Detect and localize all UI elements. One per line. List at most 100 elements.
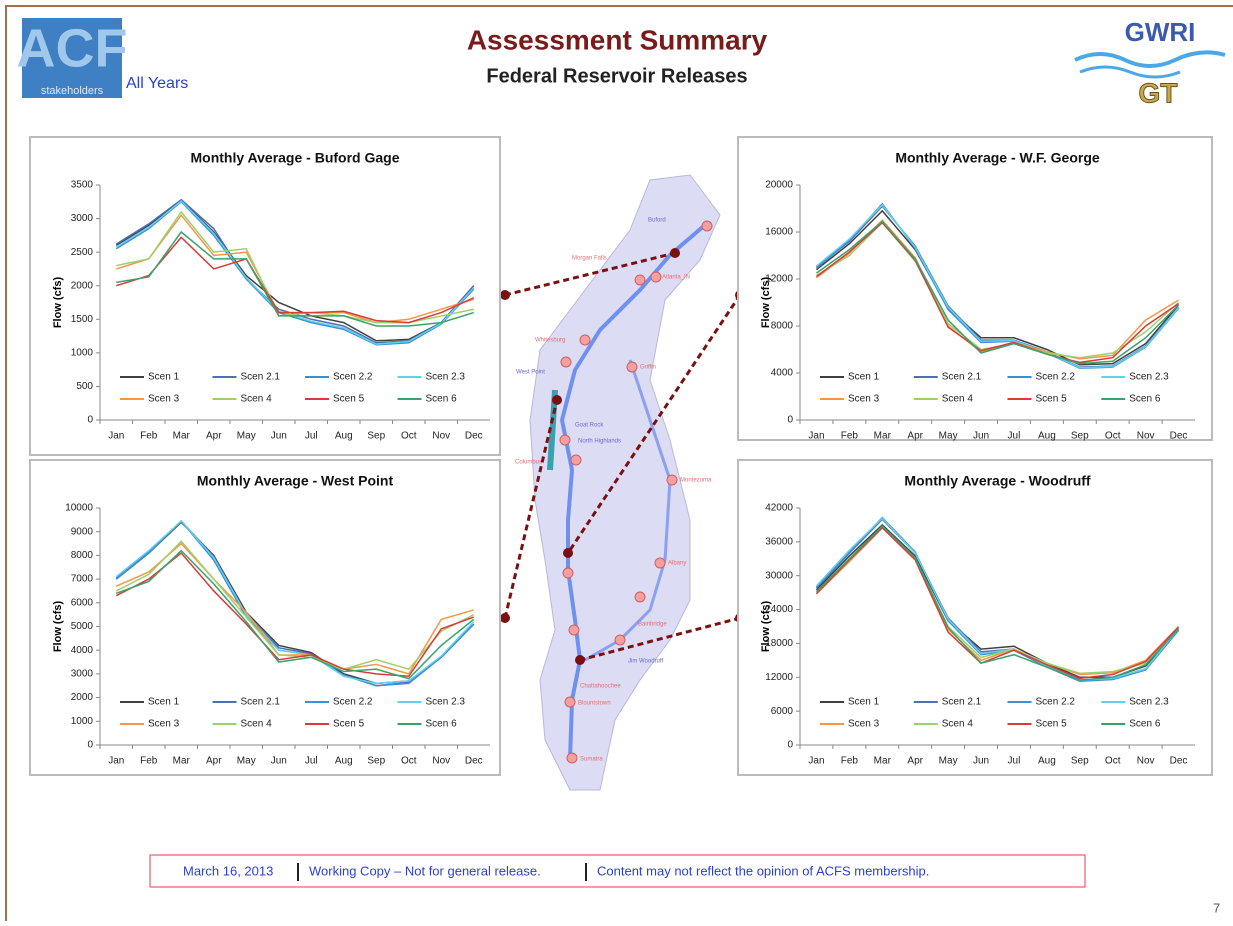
legend-label: Scen 4	[241, 394, 273, 405]
legend-label: Scen 3	[848, 394, 880, 405]
title: Assessment Summary	[467, 24, 768, 55]
legend-label: Scen 6	[1129, 719, 1161, 730]
connector	[504, 251, 676, 297]
map-label: Montezuma	[680, 478, 712, 484]
legend-label: Scen 2.1	[241, 372, 281, 383]
legend-label: Scen 6	[1129, 394, 1161, 405]
map-label: Columbus	[515, 460, 542, 466]
legend-label: Scen 2.3	[426, 372, 466, 383]
acf-logo	[22, 18, 122, 98]
x-tick-label: Dec	[465, 431, 483, 442]
chart-title: Monthly Average - W.F. George	[895, 150, 1100, 166]
x-tick-label: Sep	[1071, 431, 1089, 442]
acf-logo-sub: stakeholders	[41, 85, 104, 97]
legend-label: Scen 2.1	[942, 697, 982, 708]
separator	[585, 863, 587, 881]
subtitle: Federal Reservoir Releases	[486, 65, 747, 87]
y-tick-label: 30000	[765, 570, 793, 581]
gage	[650, 271, 662, 283]
map-label: Griffin	[640, 365, 656, 371]
legend-label: Scen 1	[148, 372, 180, 383]
legend-bg	[1005, 370, 1096, 384]
connector-dot	[563, 548, 573, 558]
legend-bg	[818, 717, 908, 731]
x-tick-label: Oct	[1105, 756, 1121, 767]
gt-logo: GT	[1139, 77, 1178, 108]
y-axis-label: Flow (cfs)	[760, 277, 772, 329]
y-tick-label: 36000	[765, 536, 793, 547]
legend-label: Scen 2.2	[1036, 697, 1076, 708]
x-tick-label: Jun	[973, 431, 989, 442]
legend-label: Scen 1	[848, 697, 880, 708]
legend-bg	[818, 370, 908, 384]
x-tick-label: Apr	[206, 431, 222, 442]
x-tick-label: Sep	[1071, 756, 1089, 767]
x-tick-label: Aug	[335, 756, 353, 767]
footer-disclaimer: Content may not reflect the opinion of A…	[597, 863, 929, 878]
x-tick-label: Jul	[1008, 431, 1021, 442]
legend-bg	[210, 717, 299, 731]
x-tick-label: Apr	[907, 431, 923, 442]
y-tick-label: 3000	[71, 213, 94, 224]
frame	[5, 5, 1233, 921]
gage	[626, 361, 638, 373]
y-tick-label: 9000	[71, 526, 94, 537]
legend-label: Scen 4	[942, 394, 974, 405]
y-tick-label: 500	[76, 381, 93, 392]
legend-label: Scen 2.2	[333, 372, 373, 383]
legend-bg	[303, 370, 392, 384]
legend-bg	[210, 370, 299, 384]
gage	[579, 334, 591, 346]
legend-label: Scen 2.1	[942, 372, 982, 383]
legend-bg	[395, 695, 484, 709]
x-tick-label: May	[237, 756, 256, 767]
legend-label: Scen 1	[848, 372, 880, 383]
gage	[654, 557, 666, 569]
legend-bg	[395, 392, 484, 406]
x-tick-label: Aug	[335, 431, 353, 442]
y-tick-label: 12000	[765, 672, 793, 683]
map-label: Sumatra	[580, 757, 603, 763]
gage	[559, 434, 571, 446]
x-tick-label: Jun	[271, 756, 287, 767]
x-tick-label: Jan	[108, 431, 124, 442]
x-tick-label: Nov	[432, 756, 450, 767]
footer-date: March 16, 2013	[183, 863, 273, 878]
gage	[564, 696, 576, 708]
map-label: Chattahoochee	[580, 684, 621, 690]
scope-label: All Years	[126, 75, 188, 92]
legend-bg	[395, 717, 484, 731]
legend-label: Scen 1	[148, 697, 180, 708]
x-tick-label: Jan	[808, 756, 824, 767]
series-line	[115, 551, 475, 678]
legend-bg	[118, 392, 207, 406]
y-tick-label: 1000	[71, 347, 94, 358]
series-line	[115, 549, 475, 680]
legend-label: Scen 6	[426, 719, 458, 730]
y-tick-label: 18000	[765, 638, 793, 649]
x-tick-label: Mar	[173, 756, 191, 767]
x-tick-label: Oct	[401, 431, 417, 442]
legend-bg	[303, 717, 392, 731]
legend-bg	[395, 370, 484, 384]
series-line	[815, 525, 1180, 681]
y-tick-label: 0	[787, 740, 793, 751]
connector	[579, 616, 741, 662]
y-tick-label: 4000	[771, 368, 794, 379]
map-label: North Highlands	[578, 439, 621, 445]
legend-label: Scen 2.3	[1129, 372, 1169, 383]
map-label: Buford	[648, 218, 666, 224]
y-tick-label: 0	[87, 415, 93, 426]
legend-bg	[1005, 717, 1096, 731]
y-tick-label: 1500	[71, 314, 94, 325]
legend-label: Scen 2.1	[241, 697, 281, 708]
legend-bg	[303, 695, 392, 709]
chart-panel	[737, 136, 1213, 441]
map-label: Morgan Falls	[572, 256, 607, 262]
series-line	[815, 203, 1180, 369]
legend-bg	[911, 717, 1002, 731]
connector-dot	[500, 613, 510, 623]
legend-label: Scen 2.3	[426, 697, 466, 708]
separator	[297, 863, 299, 881]
y-tick-label: 3000	[71, 669, 94, 680]
